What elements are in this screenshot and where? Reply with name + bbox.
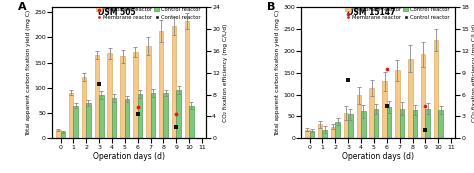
Y-axis label: Total apparent carbon fixation yield (mg C): Total apparent carbon fixation yield (mg… <box>27 10 31 136</box>
Point <box>95 82 103 85</box>
Bar <box>185 21 189 138</box>
Bar <box>387 107 392 138</box>
Point <box>95 8 103 11</box>
Bar <box>331 127 336 138</box>
Bar <box>369 88 374 138</box>
Bar <box>412 110 417 138</box>
Bar <box>86 103 91 138</box>
Bar <box>356 95 361 138</box>
Bar <box>73 106 78 138</box>
Bar <box>400 109 404 138</box>
Bar <box>322 130 327 138</box>
Y-axis label: CO₂ fixation efficiency (mg C/L/d): CO₂ fixation efficiency (mg C/L/d) <box>223 24 228 122</box>
Legend: Membrane reactor, Membrane reactor, Control reactor, Control reactor: Membrane reactor, Membrane reactor, Cont… <box>96 7 201 20</box>
Point <box>173 112 180 115</box>
Bar <box>176 90 181 138</box>
Bar <box>125 99 129 138</box>
Bar <box>336 122 340 138</box>
Point <box>134 105 142 108</box>
Bar <box>438 110 443 138</box>
Bar <box>112 98 117 138</box>
Bar <box>361 111 365 138</box>
Bar <box>348 114 353 138</box>
Bar <box>159 31 164 138</box>
Bar <box>344 113 348 138</box>
Point <box>345 79 352 81</box>
Bar <box>421 54 426 138</box>
Bar <box>310 130 314 138</box>
Bar <box>395 70 400 138</box>
Point <box>383 104 391 107</box>
Bar <box>408 59 412 138</box>
Text: B: B <box>267 2 276 12</box>
Text: DSM 15147: DSM 15147 <box>347 8 396 17</box>
Bar <box>305 130 310 138</box>
Point <box>422 104 429 107</box>
Point <box>422 128 429 131</box>
X-axis label: Operation days (d): Operation days (d) <box>342 152 414 161</box>
Bar <box>133 52 138 138</box>
Bar <box>426 109 430 138</box>
Bar <box>120 56 125 138</box>
Point <box>134 112 142 115</box>
Point <box>345 13 352 16</box>
Bar <box>69 93 73 138</box>
Bar <box>82 77 86 138</box>
Y-axis label: CO₂ fixation efficiency (mg C/L/d): CO₂ fixation efficiency (mg C/L/d) <box>472 24 474 122</box>
Bar <box>172 26 176 138</box>
Bar <box>151 93 155 138</box>
Bar <box>56 130 61 138</box>
Bar <box>374 109 378 138</box>
Bar <box>138 94 142 138</box>
Bar <box>383 81 387 138</box>
Point <box>173 126 180 129</box>
Y-axis label: Total apparent carbon fixation yield (mg C): Total apparent carbon fixation yield (mg… <box>275 10 281 136</box>
Bar <box>434 40 438 138</box>
Bar <box>164 93 168 138</box>
Bar <box>95 55 99 138</box>
Text: A: A <box>18 2 27 12</box>
Bar <box>108 53 112 138</box>
Bar <box>61 132 65 138</box>
Bar <box>99 95 104 138</box>
Text: DSM 505: DSM 505 <box>98 8 136 17</box>
Bar <box>146 46 151 138</box>
Legend: Membrane reactor, Membrane reactor, Control reactor, Control reactor: Membrane reactor, Membrane reactor, Cont… <box>346 7 449 20</box>
Point <box>383 68 391 70</box>
Bar <box>318 124 322 138</box>
X-axis label: Operation days (d): Operation days (d) <box>93 152 165 161</box>
Bar <box>189 106 194 138</box>
